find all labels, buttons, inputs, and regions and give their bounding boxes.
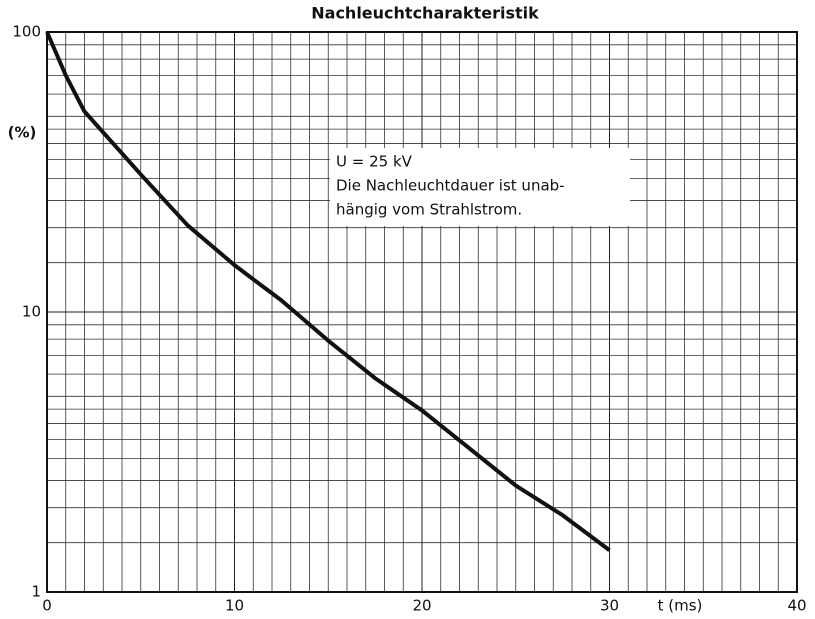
chart-title: Nachleuchtcharakteristik [311, 4, 539, 23]
y-tick-label: 10 [22, 303, 41, 321]
annotation: hängig vom Strahlstrom. [336, 201, 522, 219]
annotation-box [330, 148, 630, 226]
x-axis-label: t (ms) [658, 597, 703, 615]
x-tick-label: 10 [225, 597, 244, 615]
annotation: Die Nachleuchtdauer ist unab- [336, 177, 565, 195]
y-tick-label: 100 [12, 23, 41, 41]
y-tick-label: 1 [31, 583, 41, 601]
x-tick-label: 0 [42, 597, 52, 615]
x-tick-label: 30 [600, 597, 619, 615]
data-line [45, 31, 611, 552]
plot-frame [46, 31, 798, 593]
x-tick-label: 20 [412, 597, 431, 615]
y-axis-label: (%) [8, 124, 37, 142]
x-tick-label: 40 [787, 597, 806, 615]
annotation: U = 25 kV [336, 153, 413, 171]
